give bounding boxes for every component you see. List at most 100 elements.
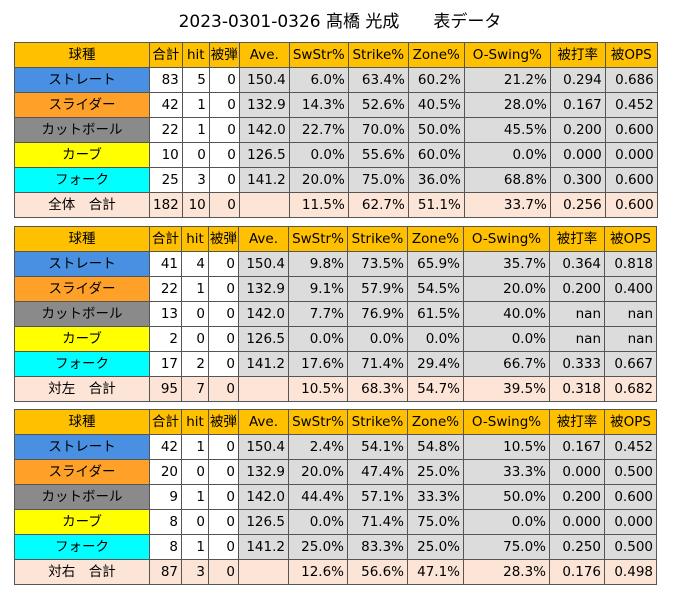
cell-swstr-pct: 0.0% — [288, 326, 348, 352]
cell-total: 25 — [149, 167, 183, 193]
column-header-strike-pct: Strike% — [347, 42, 409, 68]
column-header-avg-velocity: Ave. — [238, 226, 289, 252]
cell-o-swing-pct: 33.3% — [463, 459, 550, 485]
pitch-name-cell: ストレート — [14, 434, 150, 460]
cell-ops-against: nan — [604, 326, 657, 352]
cell-hit: 0 — [181, 509, 209, 535]
column-header-zone-pct: Zone% — [407, 226, 464, 252]
cell-avg-velocity: 142.0 — [238, 117, 290, 143]
total-cell-ops-against: 0.498 — [604, 559, 657, 585]
page-title: 2023-0301-0326 髙橋 光成 表データ — [178, 12, 502, 32]
cell-hr-allowed: 0 — [208, 251, 239, 277]
total-cell-total: 182 — [149, 192, 183, 218]
column-header-batting-avg-against: 被打率 — [549, 409, 605, 435]
cell-hr-allowed: 0 — [208, 351, 239, 377]
cell-strike-pct: 57.1% — [347, 484, 408, 510]
column-header-hr-allowed: 被弾 — [208, 409, 239, 435]
cell-hit: 0 — [181, 326, 209, 352]
cell-batting-avg-against: 0.000 — [549, 459, 605, 485]
cell-o-swing-pct: 28.0% — [463, 92, 551, 118]
cell-hit: 0 — [181, 459, 209, 485]
column-header-pitch-type: 球種 — [14, 409, 150, 435]
cell-avg-velocity: 141.2 — [238, 167, 290, 193]
cell-avg-velocity: 150.4 — [238, 434, 289, 460]
cell-batting-avg-against: 0.200 — [549, 484, 605, 510]
cell-swstr-pct: 17.6% — [288, 351, 348, 377]
column-header-swstr-pct: SwStr% — [288, 226, 348, 252]
total-cell-hit: 3 — [181, 559, 209, 585]
total-cell-hit: 7 — [181, 376, 209, 402]
table-header-row: 球種 合計 hit 被弾 Ave. SwStr% Strike% Zone% O-Swing% 被… — [14, 42, 658, 68]
total-cell-strike-pct: 62.7% — [347, 192, 409, 218]
cell-hit: 0 — [181, 142, 210, 168]
total-cell-batting-avg-against: 0.176 — [549, 559, 605, 585]
cell-o-swing-pct: 68.8% — [463, 167, 551, 193]
cell-total: 8 — [149, 509, 182, 535]
cell-batting-avg-against: 0.167 — [549, 92, 606, 118]
cell-ops-against: 0.600 — [604, 167, 658, 193]
table-row: カットボール 22 1 0 142.0 22.7% 70.0% 50.0% 45.5% 0.200… — [14, 117, 658, 143]
cell-batting-avg-against: 0.300 — [549, 167, 606, 193]
column-header-strike-pct: Strike% — [347, 409, 408, 435]
cell-ops-against: 0.000 — [604, 142, 658, 168]
cell-batting-avg-against: 0.200 — [549, 117, 606, 143]
pitch-name-cell: フォーク — [14, 351, 150, 377]
cell-strike-pct: 54.1% — [347, 434, 408, 460]
cell-avg-velocity: 150.4 — [238, 251, 289, 277]
total-cell-zone-pct: 54.7% — [407, 376, 464, 402]
total-cell-swstr-pct: 11.5% — [288, 192, 349, 218]
table-row: カットボール 13 0 0 142.0 7.7% 76.9% 61.5% 40.0% nan nan — [14, 301, 657, 327]
column-header-ops-against: 被OPS — [604, 409, 657, 435]
cell-zone-pct: 75.0% — [407, 509, 464, 535]
pitch-name-cell: カットボール — [14, 484, 150, 510]
cell-swstr-pct: 0.0% — [288, 142, 349, 168]
total-cell-hr-allowed: 0 — [208, 559, 239, 585]
cell-hr-allowed: 0 — [208, 276, 239, 302]
cell-avg-velocity: 132.9 — [238, 459, 289, 485]
cell-strike-pct: 73.5% — [347, 251, 408, 277]
pitch-name-cell: スライダー — [14, 276, 150, 302]
cell-zone-pct: 40.5% — [407, 92, 465, 118]
cell-hit: 1 — [181, 117, 210, 143]
column-header-hr-allowed: 被弾 — [208, 42, 240, 68]
column-header-swstr-pct: SwStr% — [288, 409, 348, 435]
cell-o-swing-pct: 0.0% — [463, 509, 550, 535]
column-header-batting-avg-against: 被打率 — [549, 42, 606, 68]
table-row: カーブ 10 0 0 126.5 0.0% 55.6% 60.0% 0.0% 0.000 0.000 — [14, 142, 658, 168]
cell-o-swing-pct: 40.0% — [463, 301, 550, 327]
cell-strike-pct: 83.3% — [347, 534, 408, 560]
total-cell-zone-pct: 47.1% — [407, 559, 464, 585]
cell-batting-avg-against: nan — [549, 301, 605, 327]
column-header-hit: hit — [181, 409, 209, 435]
stats-table-overall: 球種 合計 hit 被弾 Ave. SwStr% Strike% Zone% O-Swing% 被… — [14, 42, 658, 218]
cell-hr-allowed: 0 — [208, 434, 239, 460]
total-label-cell: 全体 合計 — [14, 192, 150, 218]
cell-avg-velocity: 150.4 — [238, 67, 290, 93]
cell-strike-pct: 75.0% — [347, 167, 409, 193]
column-header-avg-velocity: Ave. — [238, 42, 290, 68]
cell-batting-avg-against: 0.250 — [549, 534, 605, 560]
cell-batting-avg-against: 0.364 — [549, 251, 605, 277]
table-header-row: 球種 合計 hit 被弾 Ave. SwStr% Strike% Zone% O-Swing% 被… — [14, 226, 657, 252]
cell-o-swing-pct: 35.7% — [463, 251, 550, 277]
table-row: スライダー 22 1 0 132.9 9.1% 57.9% 54.5% 20.0% 0.200 0.… — [14, 276, 657, 302]
cell-hit: 4 — [181, 251, 209, 277]
cell-hit: 2 — [181, 351, 209, 377]
cell-zone-pct: 61.5% — [407, 301, 464, 327]
total-cell-avg-velocity — [238, 376, 289, 402]
column-header-o-swing-pct: O-Swing% — [463, 409, 550, 435]
cell-ops-against: 0.500 — [604, 534, 657, 560]
pitch-name-cell: ストレート — [14, 251, 150, 277]
total-label-cell: 対左 合計 — [14, 376, 150, 402]
cell-avg-velocity: 142.0 — [238, 301, 289, 327]
cell-strike-pct: 52.6% — [347, 92, 409, 118]
column-header-o-swing-pct: O-Swing% — [463, 42, 551, 68]
cell-zone-pct: 60.2% — [407, 67, 465, 93]
cell-total: 42 — [149, 92, 183, 118]
cell-avg-velocity: 141.2 — [238, 351, 289, 377]
cell-hit: 1 — [181, 434, 209, 460]
total-row: 対右 合計 87 3 0 12.6% 56.6% 47.1% 28.3% 0.176 0.498 — [14, 559, 657, 585]
total-row: 対左 合計 95 7 0 10.5% 68.3% 54.7% 39.5% 0.318 0.682 — [14, 376, 657, 402]
column-header-strike-pct: Strike% — [347, 226, 408, 252]
cell-hr-allowed: 0 — [208, 509, 239, 535]
